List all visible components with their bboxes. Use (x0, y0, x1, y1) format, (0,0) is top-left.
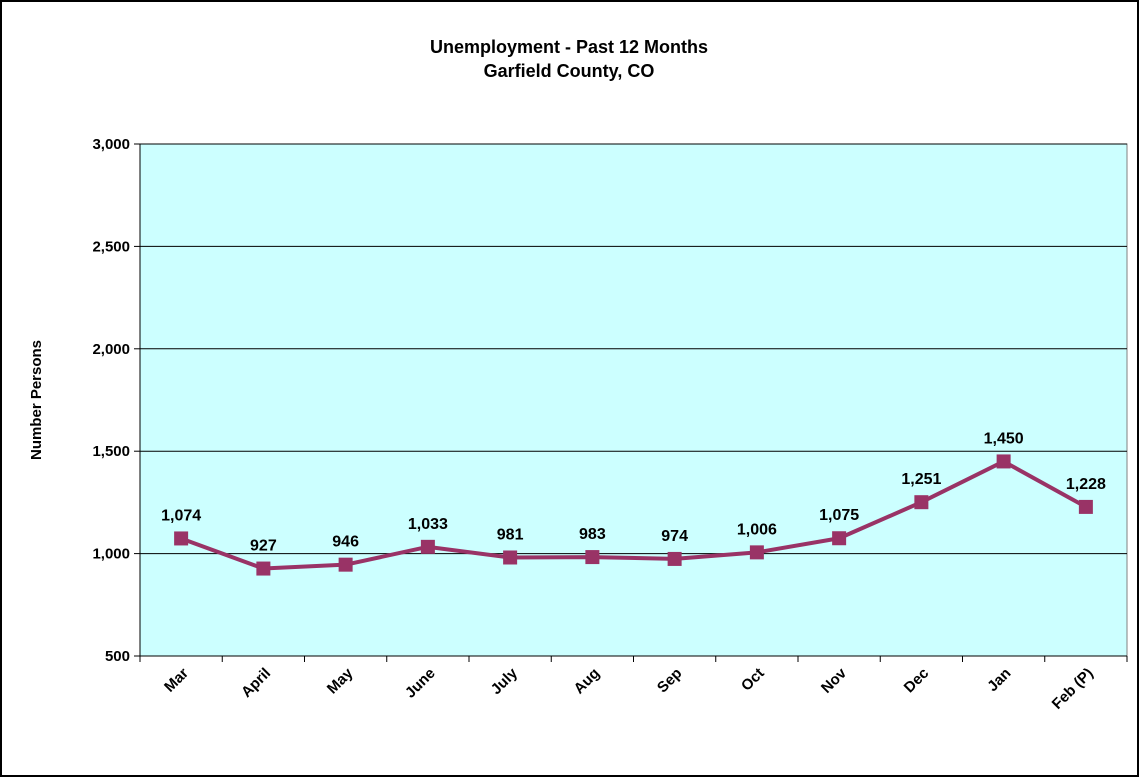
data-label: 983 (579, 526, 606, 543)
marker (914, 495, 929, 510)
y-tick-label: 2,500 (92, 238, 130, 255)
data-label: 974 (661, 528, 688, 545)
data-label: 1,006 (737, 521, 777, 538)
y-tick-label: 2,000 (92, 341, 130, 358)
y-tick-label: 3,000 (92, 136, 130, 153)
chart-subtitle: Garfield County, CO (484, 61, 655, 81)
marker (256, 561, 271, 576)
marker (749, 545, 764, 560)
data-label: 927 (250, 538, 277, 555)
data-label: 981 (497, 526, 524, 543)
y-axis-label: Number Persons (28, 340, 45, 460)
marker (832, 531, 847, 546)
data-label: 1,075 (819, 507, 859, 524)
marker (1078, 499, 1093, 514)
y-tick-label: 1,500 (92, 443, 130, 460)
marker (585, 550, 600, 565)
chart-title: Unemployment - Past 12 Months (430, 37, 708, 57)
plot-area (139, 143, 1128, 657)
marker (174, 531, 189, 546)
marker (420, 539, 435, 554)
series-line (180, 459, 1087, 571)
data-label: 1,228 (1066, 476, 1106, 493)
data-label: 1,251 (901, 471, 941, 488)
marker (667, 551, 682, 566)
data-label: 1,033 (408, 516, 448, 533)
data-label: 1,450 (984, 430, 1024, 447)
marker (996, 454, 1011, 469)
marker (338, 557, 353, 572)
data-label: 946 (332, 534, 359, 551)
marker (503, 550, 518, 565)
y-tick-label: 500 (105, 648, 130, 665)
data-label: 1,074 (161, 507, 201, 524)
y-tick-label: 1,000 (92, 546, 130, 563)
